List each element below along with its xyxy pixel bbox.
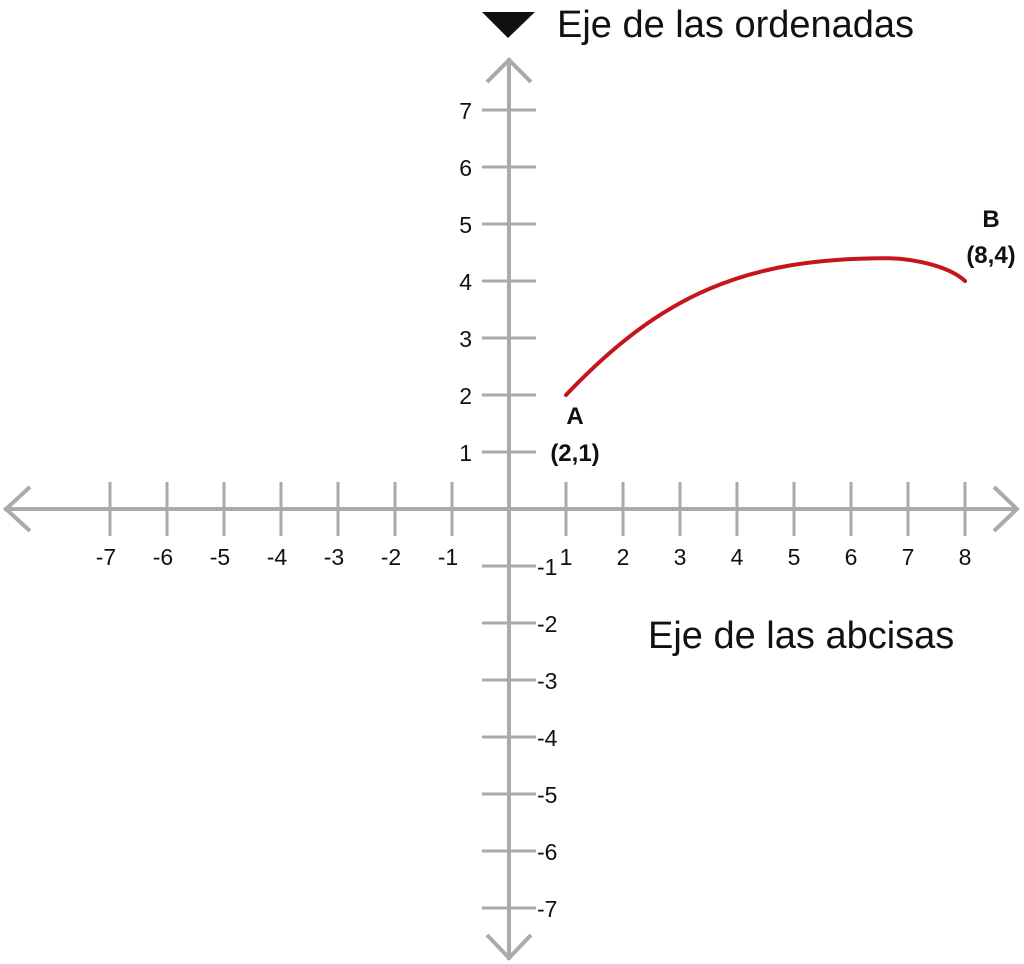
point-b-name: B [982, 206, 999, 233]
x-tick-label: -1 [438, 544, 458, 570]
x-ticks: -7 -6 -5 -4 -3 -2 -1 1 2 3 4 5 6 7 8 [96, 482, 972, 570]
y-tick-label: -2 [537, 611, 557, 637]
x-tick-label: 6 [845, 544, 858, 570]
x-tick-label: 1 [560, 544, 573, 570]
y-tick-label: -1 [537, 554, 557, 580]
x-tick-label: -2 [381, 544, 401, 570]
y-tick-label: 2 [459, 383, 472, 409]
point-a-name: A [566, 403, 583, 430]
point-b-coords: (8,4) [966, 242, 1015, 269]
x-tick-label: -4 [267, 544, 288, 570]
x-tick-label: 8 [959, 544, 972, 570]
red-curve [564, 256, 967, 397]
y-tick-label: -5 [537, 782, 557, 808]
x-tick-label: -6 [153, 544, 173, 570]
x-tick-label: 4 [731, 544, 744, 570]
x-tick-label: -3 [324, 544, 344, 570]
y-tick-label: -6 [537, 839, 557, 865]
y-tick-label: 1 [459, 440, 472, 466]
x-tick-label: 3 [674, 544, 687, 570]
x-axis-title: Eje de las abcisas [648, 615, 954, 657]
x-axis-left-arrowhead [3, 485, 32, 533]
y-tick-label: -3 [537, 668, 557, 694]
y-tick-label: -7 [537, 896, 557, 922]
point-a-coords: (2,1) [550, 440, 599, 467]
x-axis-right-arrowhead [992, 485, 1020, 533]
x-tick-label: -5 [210, 544, 230, 570]
y-axis-bottom-arrowhead [485, 933, 533, 961]
x-tick-label: 7 [902, 544, 915, 570]
x-tick-label: 2 [617, 544, 630, 570]
y-ticks: -7 -6 -5 -4 -3 -2 -1 1 2 3 4 5 6 7 [459, 98, 557, 922]
y-axis-top-arrowhead [485, 57, 533, 84]
x-tick-label: 5 [788, 544, 801, 570]
y-tick-label: 6 [459, 155, 472, 181]
y-tick-label: -4 [537, 725, 558, 751]
y-tick-label: 7 [459, 98, 472, 124]
y-tick-label: 3 [459, 326, 472, 352]
down-triangle-icon [482, 12, 535, 38]
y-axis-title: Eje de las ordenadas [557, 4, 914, 46]
y-tick-label: 4 [459, 269, 472, 295]
y-tick-label: 5 [459, 212, 472, 238]
x-tick-label: -7 [96, 544, 116, 570]
axes [3, 57, 1020, 961]
